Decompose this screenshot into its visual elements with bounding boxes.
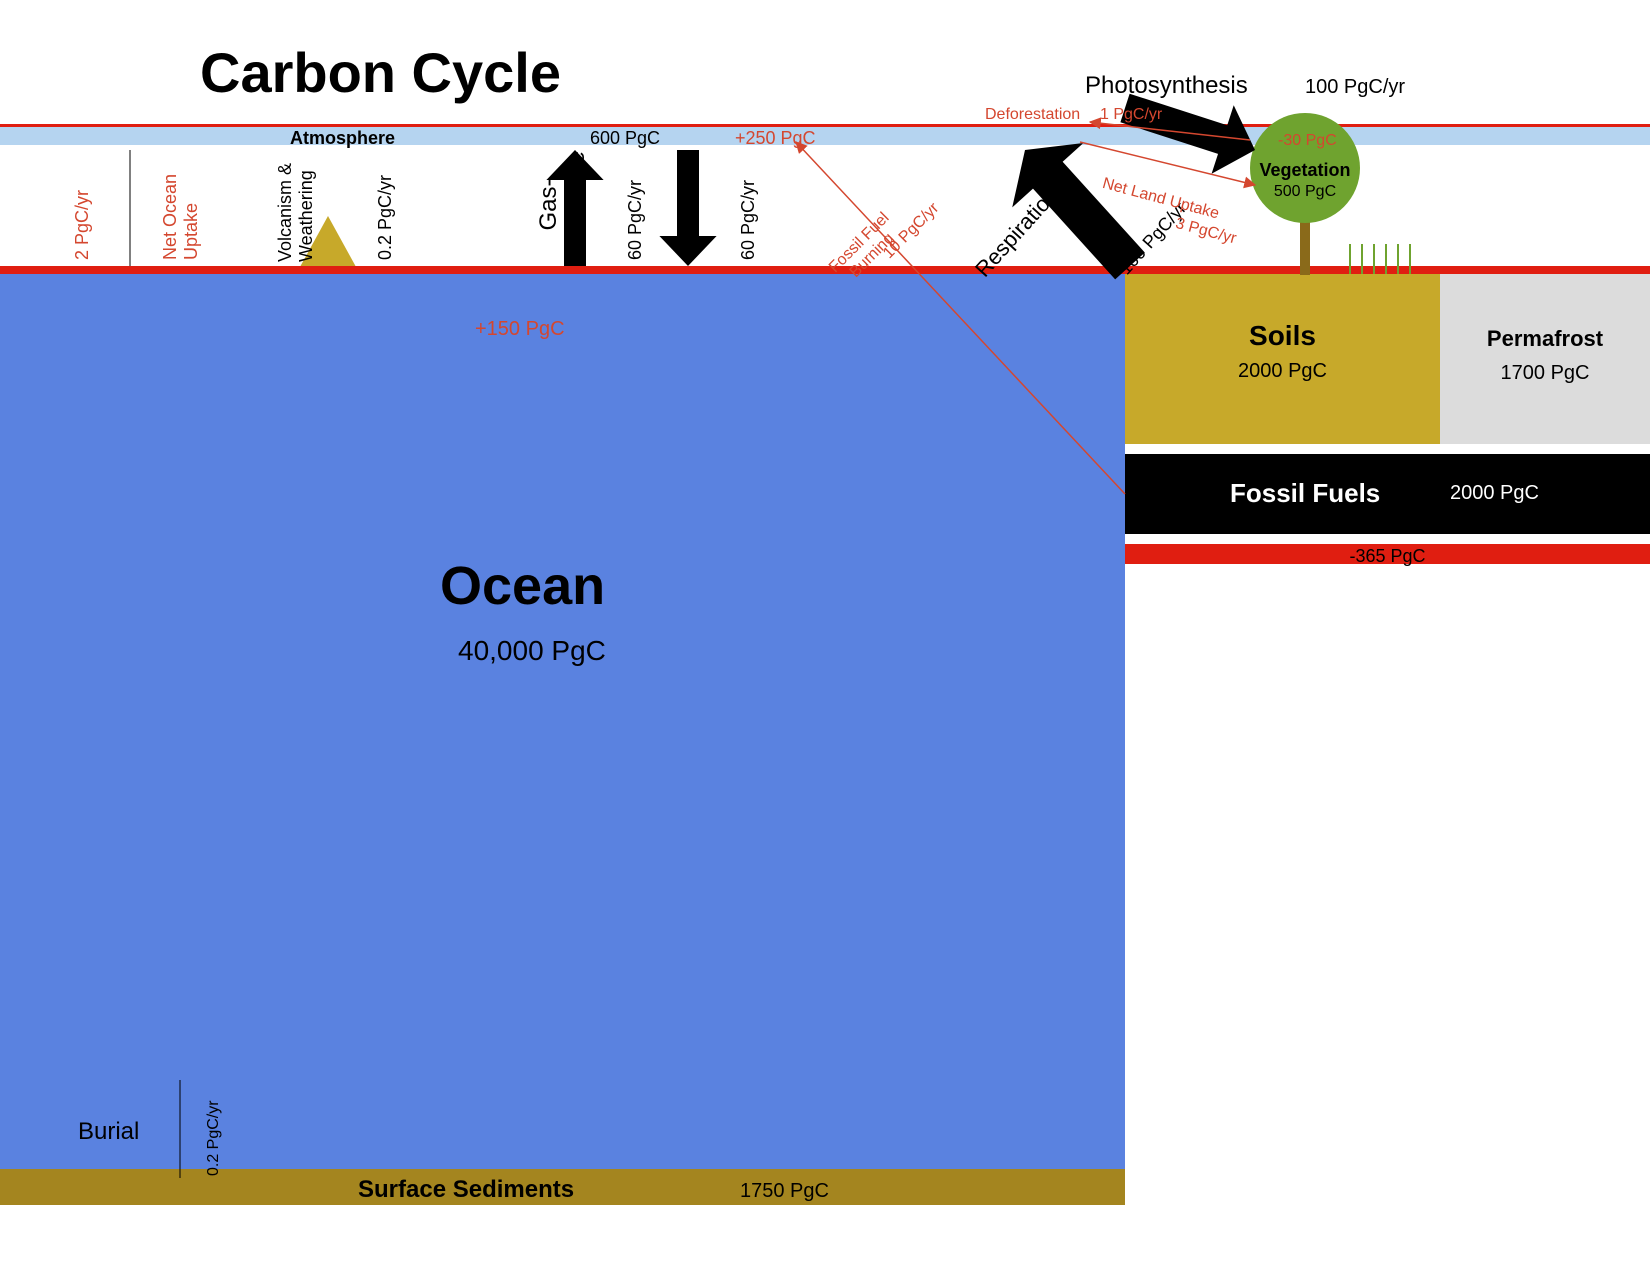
soils-value: 2000 PgC	[1125, 360, 1440, 383]
vegetation-value: 500 PgC	[1250, 183, 1360, 201]
volcanism-label: Volcanism & Weathering	[275, 152, 317, 262]
diagram-svg	[0, 0, 1650, 1275]
permafrost-value: 1700 PgC	[1440, 362, 1650, 385]
permafrost-label: Permafrost	[1440, 326, 1650, 352]
atmosphere-label: Atmosphere	[290, 128, 395, 149]
net-ocean-uptake-rate: 2 PgC/yr	[72, 190, 93, 260]
sediments-value: 1750 PgC	[740, 1180, 829, 1203]
ocean-change: +150 PgC	[475, 318, 565, 341]
photosynthesis-rate: 100 PgC/yr	[1305, 76, 1405, 99]
ocean-value: 40,000 PgC	[458, 635, 606, 667]
net-ocean-uptake-label: Net Ocean Uptake	[160, 150, 202, 260]
sediments-label: Surface Sediments	[358, 1176, 574, 1204]
vegetation-label: Vegetation	[1250, 160, 1360, 181]
fossil-label: Fossil Fuels	[1230, 478, 1380, 509]
burial-label: Burial	[78, 1118, 139, 1146]
deforestation-rate: 1 PgC/yr	[1100, 106, 1162, 124]
burial-rate: 0.2 PgC/yr	[205, 1100, 223, 1176]
vegetation-change: -30 PgC	[1278, 132, 1337, 150]
atmosphere-value: 600 PgC	[590, 128, 660, 149]
soils-label: Soils	[1125, 320, 1440, 352]
photosynthesis-label: Photosynthesis	[1085, 72, 1248, 100]
deforestation-label: Deforestation	[985, 106, 1080, 124]
volcanism-rate: 0.2 PgC/yr	[375, 175, 396, 260]
fossil-change: -365 PgC	[1125, 546, 1650, 567]
gas-exchange-down-rate: 60 PgC/yr	[738, 180, 759, 260]
diagram-title: Carbon Cycle	[200, 40, 561, 105]
gas-exchange-up-rate: 60 PgC/yr	[625, 180, 646, 260]
atmosphere-change: +250 PgC	[735, 128, 816, 149]
gas-exchange-label: Gas-Exchange	[535, 147, 591, 262]
ocean-label: Ocean	[440, 555, 605, 617]
fossil-value: 2000 PgC	[1450, 482, 1539, 505]
